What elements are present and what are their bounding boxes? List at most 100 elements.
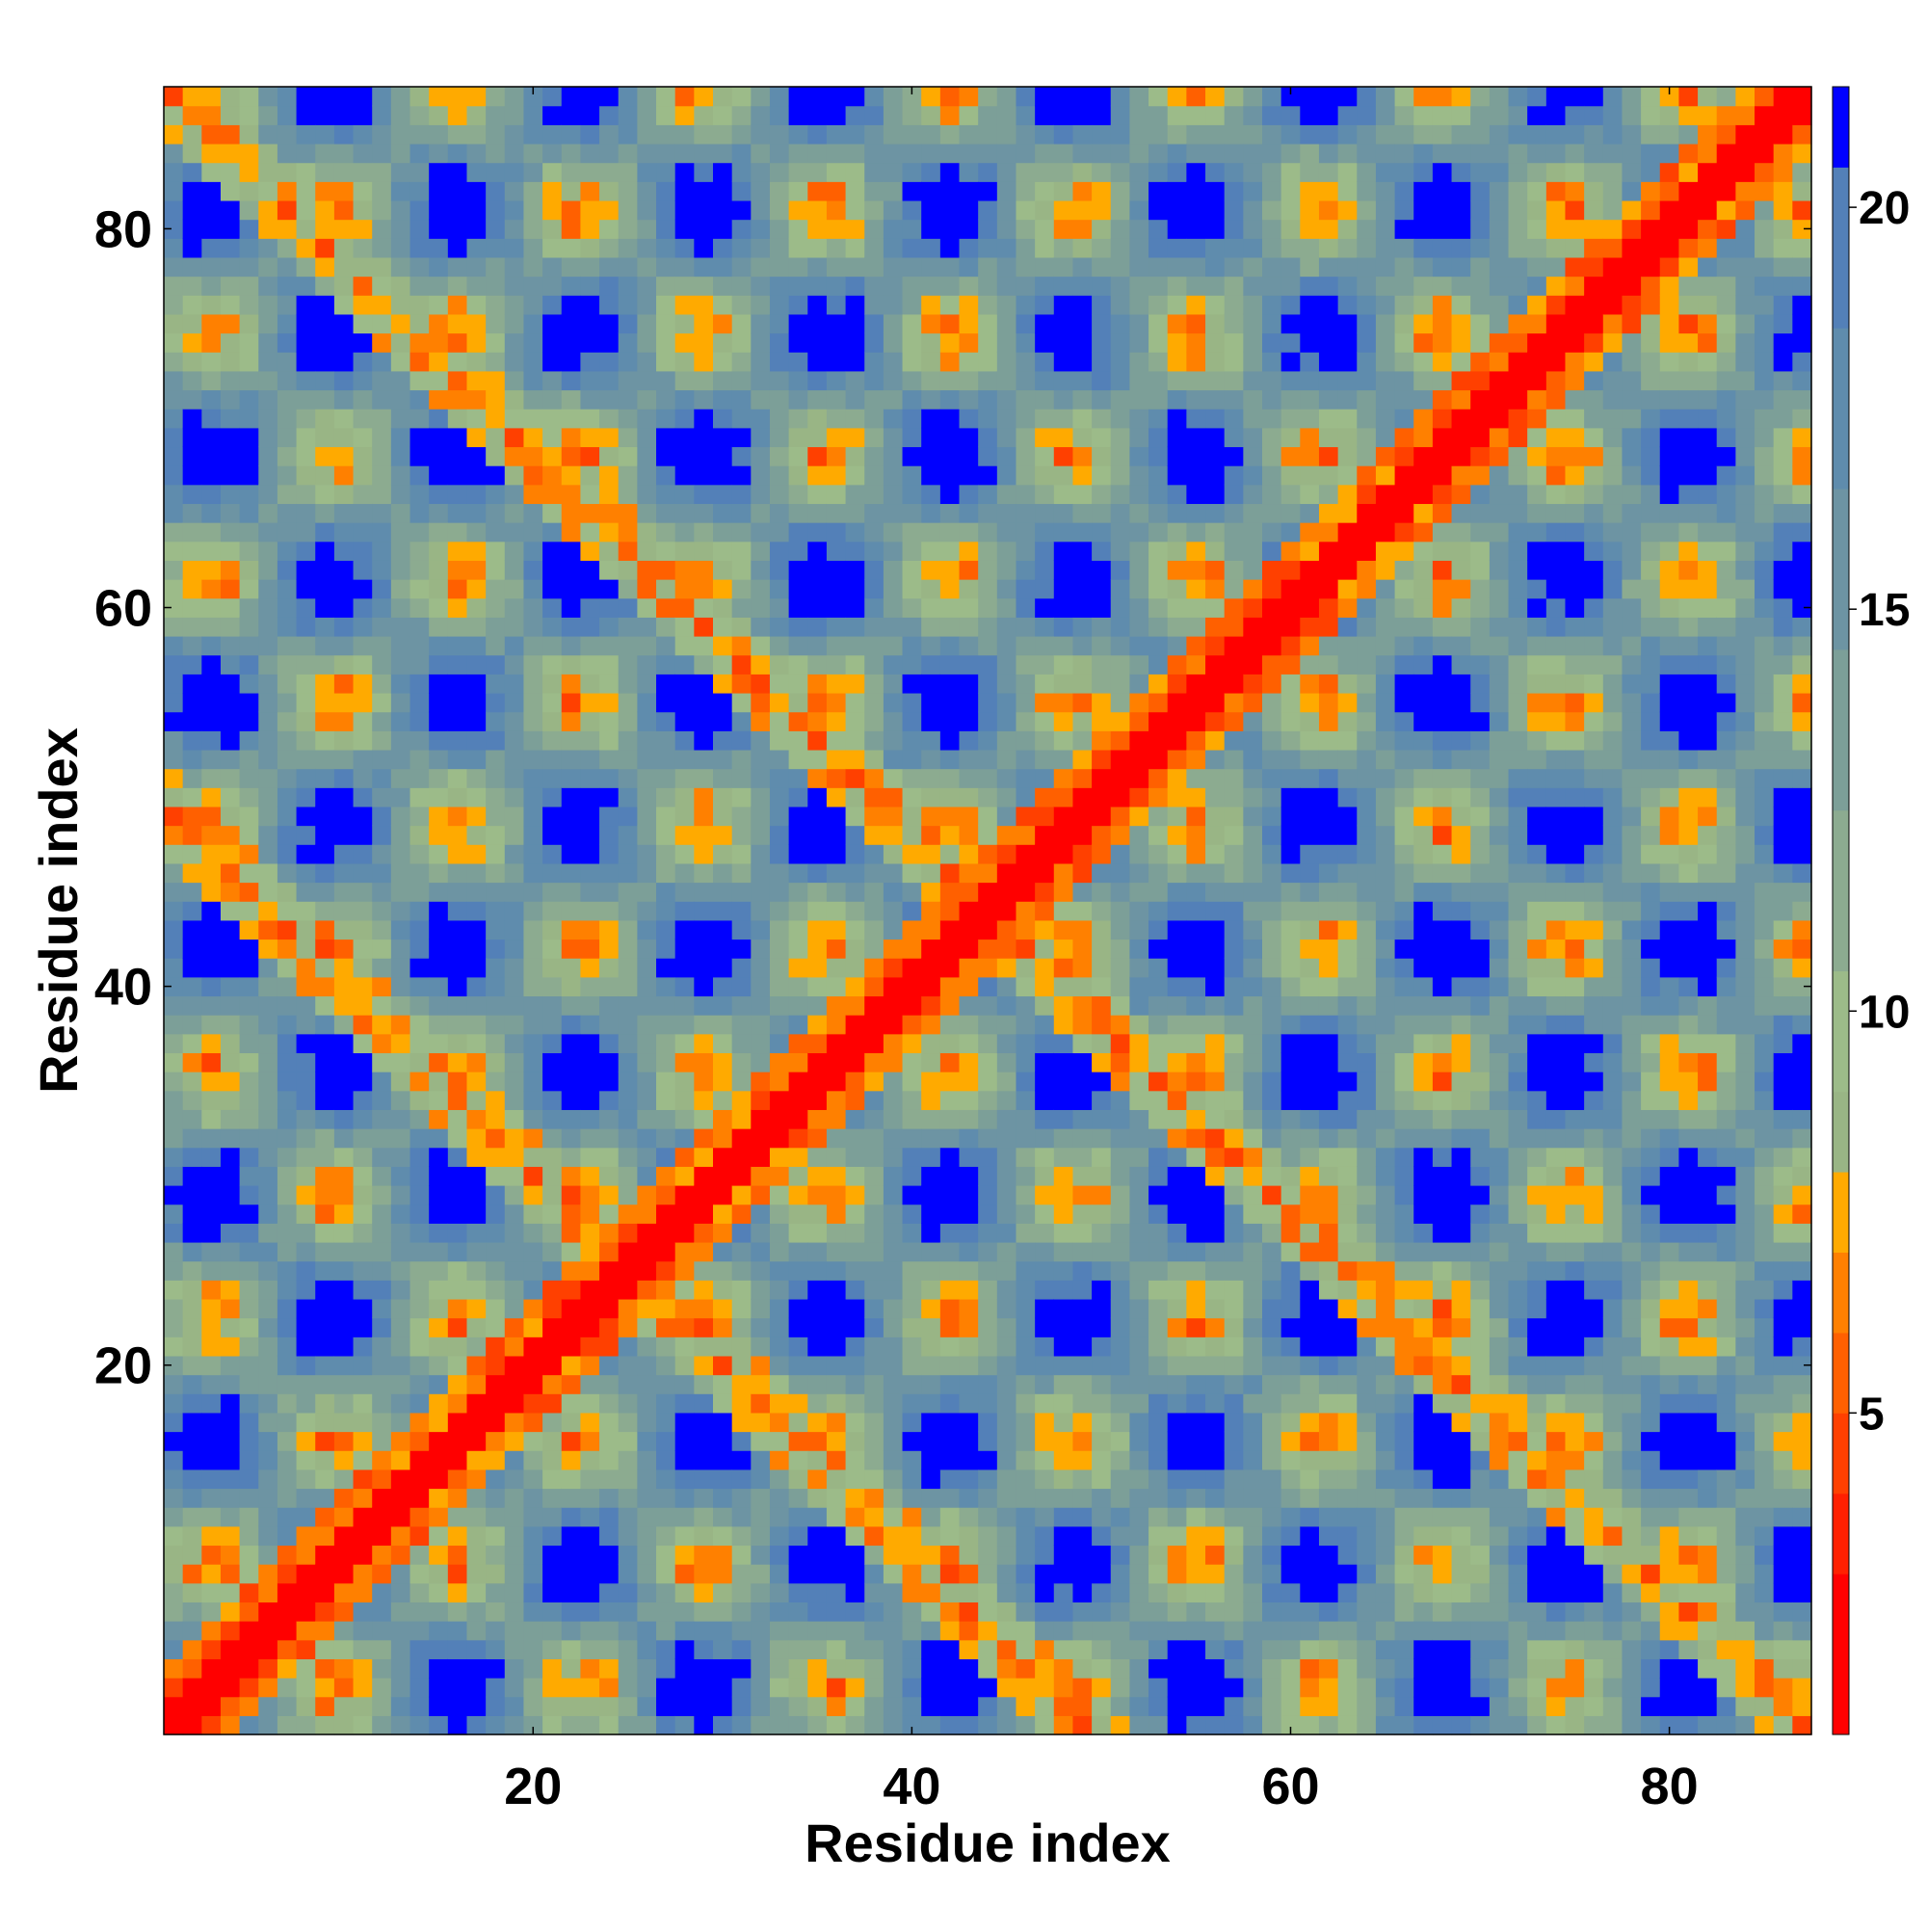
heatmap-cell — [182, 219, 202, 239]
heatmap-cell — [1148, 124, 1169, 145]
heatmap-cell — [504, 1525, 525, 1547]
heatmap-cell — [258, 1525, 278, 1547]
heatmap-cell — [429, 636, 449, 656]
heatmap-cell — [1072, 1185, 1093, 1205]
heatmap-cell — [201, 162, 222, 182]
heatmap-cell — [504, 199, 525, 221]
heatmap-cell — [1129, 560, 1149, 580]
heatmap-cell — [883, 862, 904, 884]
heatmap-cell — [618, 995, 638, 1016]
heatmap-cell — [978, 522, 998, 543]
heatmap-cell — [486, 1374, 506, 1394]
heatmap-cell — [751, 958, 771, 978]
heatmap-cell — [939, 1166, 961, 1186]
heatmap-cell — [694, 1033, 714, 1054]
heatmap-cell — [277, 162, 298, 182]
heatmap-cell — [164, 332, 184, 353]
heatmap-cell — [523, 332, 543, 353]
heatmap-cell — [731, 636, 752, 656]
heatmap-cell — [182, 844, 202, 864]
heatmap-cell — [1148, 1621, 1169, 1641]
heatmap-cell — [1186, 711, 1206, 731]
heatmap-cell — [713, 1355, 733, 1376]
heatmap-cell — [258, 1678, 278, 1698]
heatmap-cell — [429, 862, 449, 884]
heatmap-cell — [1243, 1147, 1263, 1167]
heatmap-cell — [372, 352, 392, 372]
heatmap-cell — [674, 276, 695, 296]
heatmap-cell — [409, 276, 430, 296]
heatmap-cell — [220, 1223, 241, 1243]
heatmap-cell — [599, 1033, 620, 1054]
heatmap-cell — [447, 295, 468, 315]
heatmap-cell — [1129, 597, 1149, 618]
heatmap-cell — [486, 1431, 506, 1451]
heatmap-cell — [694, 370, 714, 391]
heatmap-cell — [921, 409, 941, 429]
heatmap-cell — [333, 768, 355, 788]
heatmap-cell — [296, 446, 316, 466]
heatmap-cell — [220, 1639, 241, 1659]
heatmap-cell — [788, 295, 808, 315]
heatmap-cell — [713, 484, 733, 505]
heatmap-cell — [826, 939, 847, 959]
heatmap-cell — [164, 1166, 184, 1186]
heatmap-cell — [1243, 1185, 1263, 1205]
heatmap-cell — [996, 522, 1017, 543]
heatmap-cell — [939, 711, 961, 731]
heatmap-cell — [807, 219, 828, 239]
heatmap-cell — [978, 1582, 998, 1603]
heatmap-cell — [599, 1128, 620, 1149]
heatmap-cell — [277, 1090, 298, 1110]
heatmap-cell — [751, 1241, 771, 1262]
heatmap-cell — [864, 636, 884, 656]
heatmap-cell — [996, 143, 1017, 164]
heatmap-cell — [220, 1469, 241, 1490]
heatmap-cell — [1053, 1431, 1074, 1451]
heatmap-cell — [713, 1298, 733, 1319]
heatmap-cell — [1224, 939, 1244, 959]
heatmap-cell — [353, 730, 373, 751]
heatmap-cell — [864, 1241, 884, 1262]
heatmap-cell — [978, 313, 998, 334]
heatmap-cell — [466, 541, 487, 561]
heatmap-cell — [429, 1450, 449, 1470]
heatmap-cell — [939, 1488, 961, 1508]
heatmap-cell — [523, 276, 543, 296]
heatmap-cell — [429, 1696, 449, 1716]
heatmap-cell — [996, 825, 1017, 845]
heatmap-cell — [182, 654, 202, 675]
heatmap-cell — [486, 1412, 506, 1433]
heatmap-cell — [769, 939, 790, 959]
heatmap-cell — [1148, 1488, 1169, 1508]
heatmap-cell — [504, 958, 525, 978]
heatmap-cell — [333, 1507, 355, 1527]
heatmap-cell — [845, 1601, 865, 1622]
heatmap-cell — [1053, 901, 1074, 921]
heatmap-cell — [164, 143, 184, 164]
heatmap-cell — [296, 976, 316, 997]
heatmap-cell — [769, 199, 790, 221]
heatmap-cell — [429, 1412, 449, 1433]
heatmap-cell — [864, 825, 884, 845]
heatmap-cell — [390, 1260, 411, 1281]
heatmap-cell — [542, 1412, 563, 1433]
heatmap-cell — [599, 87, 620, 107]
heatmap-cell — [637, 768, 657, 788]
heatmap-cell — [713, 219, 733, 239]
heatmap-cell — [258, 1015, 278, 1035]
heatmap-cell — [1205, 1128, 1226, 1149]
heatmap-cell — [618, 1317, 638, 1337]
heatmap-cell — [409, 503, 430, 523]
heatmap-cell — [1072, 1564, 1093, 1584]
heatmap-cell — [561, 692, 582, 713]
heatmap-cell — [1186, 579, 1206, 599]
heatmap-cell — [409, 901, 430, 921]
heatmap-cell — [504, 1393, 525, 1414]
heatmap-cell — [864, 427, 884, 448]
heatmap-cell — [694, 636, 714, 656]
heatmap-cell — [864, 1696, 884, 1716]
heatmap-cell — [921, 825, 941, 845]
heatmap-cell — [201, 105, 222, 125]
heatmap-cell — [277, 1621, 298, 1641]
